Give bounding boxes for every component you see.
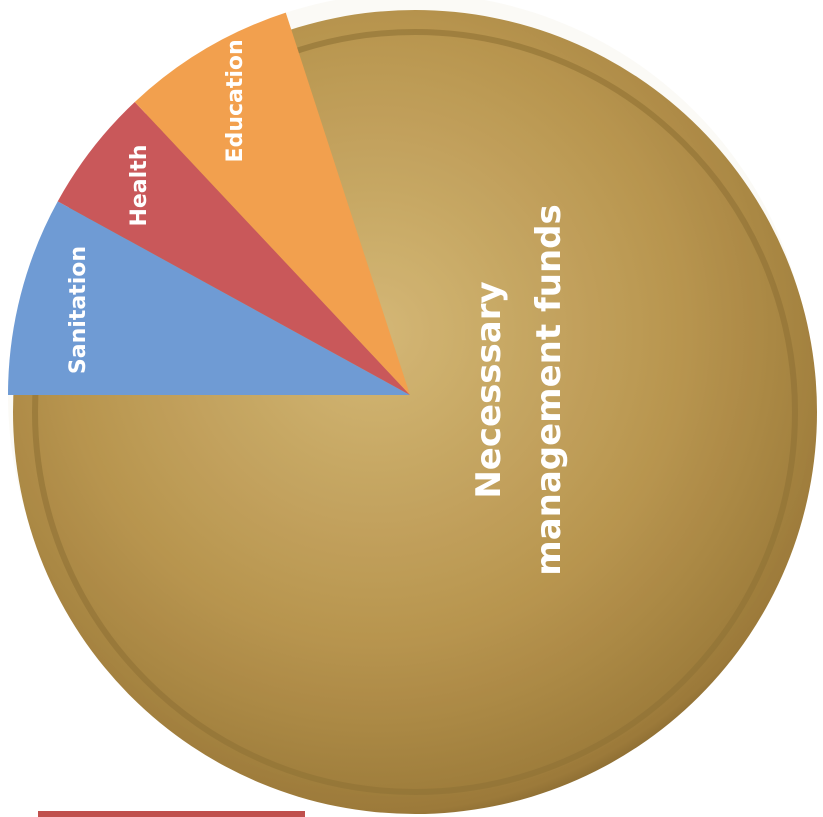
pie-slice [57,101,410,395]
coin-rim [32,29,798,795]
pie-slice [8,201,410,395]
slice-label: Sanitation [66,246,91,374]
footer-bar [38,811,305,817]
pie-slice [8,0,812,797]
pie-slice [134,12,410,395]
slice-label: Health [127,145,152,227]
slice-label: Necesssary management funds [469,204,569,575]
slice-label: Education [223,39,248,162]
pie: Sanitation Health Education Necesssary manag… [8,0,812,797]
